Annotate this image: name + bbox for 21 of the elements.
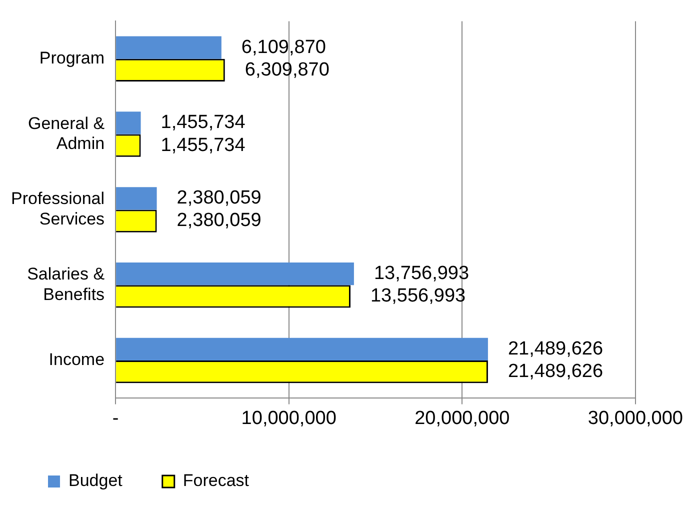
legend-label: Budget — [68, 471, 123, 490]
data-label: 13,556,993 — [370, 286, 466, 307]
data-label: 21,489,626 — [508, 361, 604, 382]
x-tick-label: 10,000,000 — [241, 408, 336, 429]
data-label: 6,109,870 — [241, 36, 326, 58]
x-tick-label: 20,000,000 — [414, 408, 510, 429]
y-tick-label: Income — [48, 350, 105, 370]
x-tick-label: 30,000,000 — [588, 408, 683, 429]
data-label: 6,309,870 — [244, 59, 330, 80]
y-tick-label: Professional Services — [10, 189, 105, 229]
y-tick-label: Program — [39, 48, 105, 68]
data-label: 1,455,734 — [160, 134, 246, 156]
y-tick-label: Salaries & Benefits — [27, 264, 106, 304]
data-label: 1,455,734 — [160, 112, 246, 134]
legend-label: Forecast — [182, 471, 250, 490]
data-label: 2,380,059 — [176, 188, 262, 209]
data-label: 21,489,626 — [508, 338, 604, 360]
x-tick-label: - — [112, 408, 119, 429]
y-tick-label: General & Admin — [28, 114, 106, 154]
data-label: 13,756,993 — [374, 263, 470, 284]
data-label: 2,380,059 — [176, 210, 262, 232]
